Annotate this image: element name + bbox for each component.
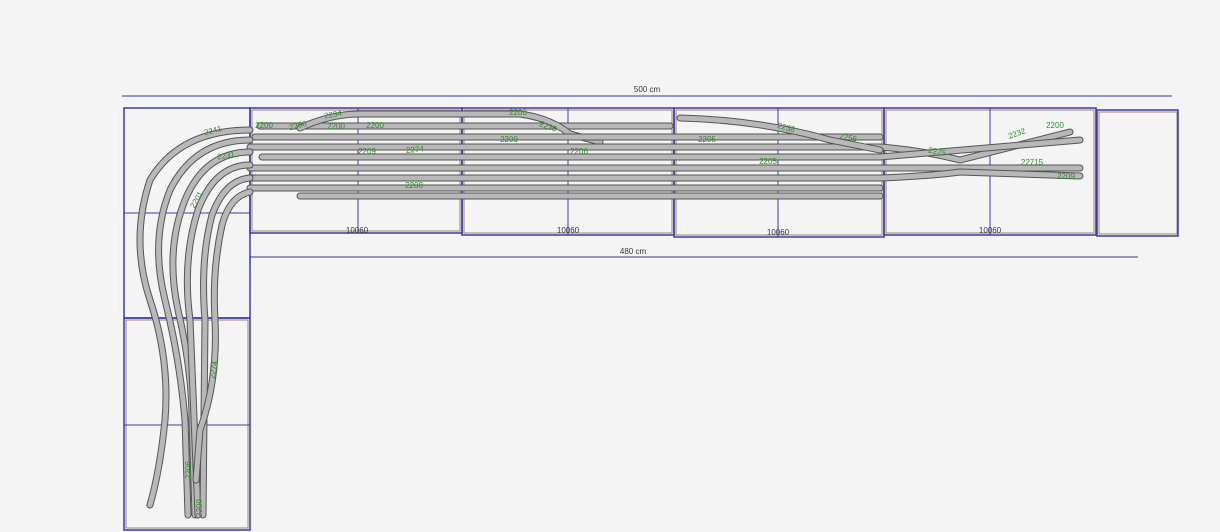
- track-label: 2256: [839, 132, 859, 144]
- track: [677, 115, 883, 153]
- dimension-lines: [122, 95, 1172, 258]
- track-label: 2200: [509, 108, 527, 117]
- track-label: 2274: [406, 144, 425, 155]
- track-label: 2206: [184, 461, 193, 479]
- track-label: 2205: [698, 135, 716, 144]
- module-label: 10060: [557, 226, 580, 235]
- track-label: 2209: [1057, 172, 1075, 181]
- track-label: 2209: [500, 135, 518, 144]
- track: [259, 137, 1083, 160]
- track-label: 2205: [759, 157, 777, 166]
- tracks: [136, 110, 1084, 519]
- track-label: 2232: [1007, 126, 1027, 141]
- track-label: 2275: [928, 146, 948, 158]
- module: [1096, 109, 1179, 237]
- module-label: 10060: [979, 226, 1002, 235]
- track-label: 2200: [366, 121, 384, 130]
- track: [297, 111, 603, 145]
- track-label: 22715: [1021, 158, 1044, 167]
- track: [193, 189, 253, 483]
- track: [137, 127, 253, 508]
- track-label: 2200: [255, 121, 273, 130]
- module: [1098, 111, 1178, 235]
- dimension-label: 500 cm: [634, 85, 661, 94]
- track-label: 2200: [1046, 121, 1064, 130]
- track-label: 2209: [358, 147, 376, 156]
- track-label: 2200: [195, 499, 204, 517]
- track-label: 2274: [208, 360, 220, 380]
- track: [200, 175, 253, 518]
- track-label: 2234: [323, 109, 343, 121]
- module-label: 10060: [346, 226, 369, 235]
- track-label: 2200: [327, 122, 345, 131]
- module: [675, 109, 883, 236]
- track: [247, 169, 1083, 181]
- track-label: 2231: [216, 150, 236, 162]
- track-label: 2206: [570, 147, 588, 156]
- track-label: 2208: [405, 181, 423, 190]
- module-label: 10060: [767, 228, 790, 237]
- track: [184, 162, 253, 518]
- track: [156, 137, 253, 518]
- dimension-label: 480 cm: [620, 247, 647, 256]
